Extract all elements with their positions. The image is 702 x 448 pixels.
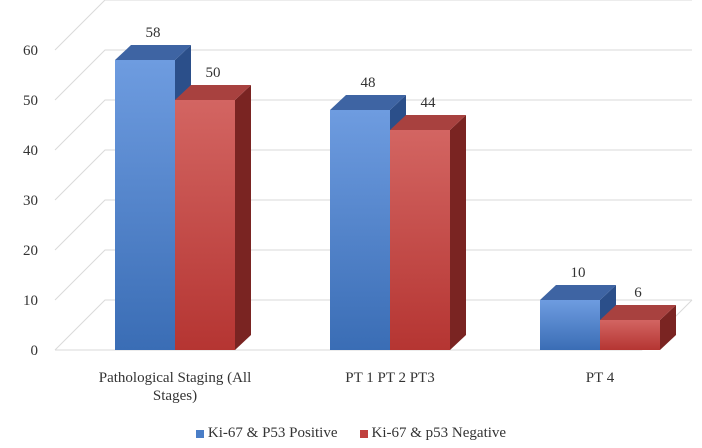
bar-side xyxy=(235,85,251,350)
data-label-positive-1: 48 xyxy=(361,75,376,91)
legend-swatch-negative xyxy=(359,429,368,438)
bar-negative-0 xyxy=(175,85,251,350)
data-label-negative-1: 44 xyxy=(421,95,437,111)
legend-label-positive: Ki-67 & P53 Positive xyxy=(207,425,338,441)
gridline-50 xyxy=(54,49,692,101)
bar-top xyxy=(175,85,251,100)
y-tick-label-40: 40 xyxy=(23,143,38,159)
y-tick-label-10: 10 xyxy=(23,293,38,309)
data-label-positive-2: 10 xyxy=(571,265,586,281)
bar-negative-2 xyxy=(600,305,676,350)
bar-side xyxy=(450,115,466,350)
y-tick-label-30: 30 xyxy=(23,193,38,209)
gridline-40 xyxy=(54,99,692,151)
y-tick-label-50: 50 xyxy=(23,93,38,109)
y-tick-label-60: 60 xyxy=(23,43,38,59)
bar-negative-1 xyxy=(390,115,466,350)
gridline-20 xyxy=(54,199,692,251)
x-category-label-1: PT 1 PT 2 PT3 xyxy=(345,370,434,386)
legend-swatch-positive xyxy=(195,429,204,438)
data-label-positive-0: 58 xyxy=(146,25,161,41)
legend-label-negative: Ki-67 & p53 Negative xyxy=(371,425,507,441)
x-category-label-line: Pathological Staging (All xyxy=(99,370,251,386)
x-category-label-2: PT 4 xyxy=(586,370,615,386)
bar-top xyxy=(540,285,616,300)
bar-front xyxy=(175,100,235,350)
data-labels: 58 50 48 44 10 6 xyxy=(146,25,643,301)
bar-front xyxy=(540,300,600,350)
legend-item-positive: Ki-67 & P53 Positive xyxy=(195,425,338,442)
x-category-label-line: PT 4 xyxy=(586,370,615,386)
bar-top xyxy=(390,115,466,130)
gridlines xyxy=(54,0,693,351)
gridline-60 xyxy=(54,0,692,51)
y-axis-ticks: 0 10 20 30 40 50 60 xyxy=(23,43,38,359)
x-category-label-line: PT 1 PT 2 PT3 xyxy=(345,370,434,386)
data-label-negative-0: 50 xyxy=(206,65,221,81)
x-category-label-line: Stages) xyxy=(153,388,197,404)
bar-front xyxy=(330,110,390,350)
bar-front xyxy=(600,320,660,350)
bar-front xyxy=(115,60,175,350)
bar-front xyxy=(390,130,450,350)
y-tick-label-0: 0 xyxy=(31,343,39,359)
bar-top xyxy=(600,305,676,320)
legend-item-negative: Ki-67 & p53 Negative xyxy=(359,425,507,442)
x-axis-labels: Pathological Staging (All Stages) PT 1 PT … xyxy=(99,370,615,404)
gridline-0 xyxy=(54,299,692,351)
legend: Ki-67 & P53 Positive Ki-67 & p53 Negativ… xyxy=(0,425,702,442)
y-tick-label-20: 20 xyxy=(23,243,38,259)
gridline-30 xyxy=(54,149,692,201)
data-label-negative-2: 6 xyxy=(634,285,642,301)
bars xyxy=(115,45,676,350)
gridline-10 xyxy=(54,249,692,301)
bar-top xyxy=(330,95,406,110)
bar-top xyxy=(115,45,191,60)
x-category-label-0: Pathological Staging (All Stages) xyxy=(99,370,251,404)
